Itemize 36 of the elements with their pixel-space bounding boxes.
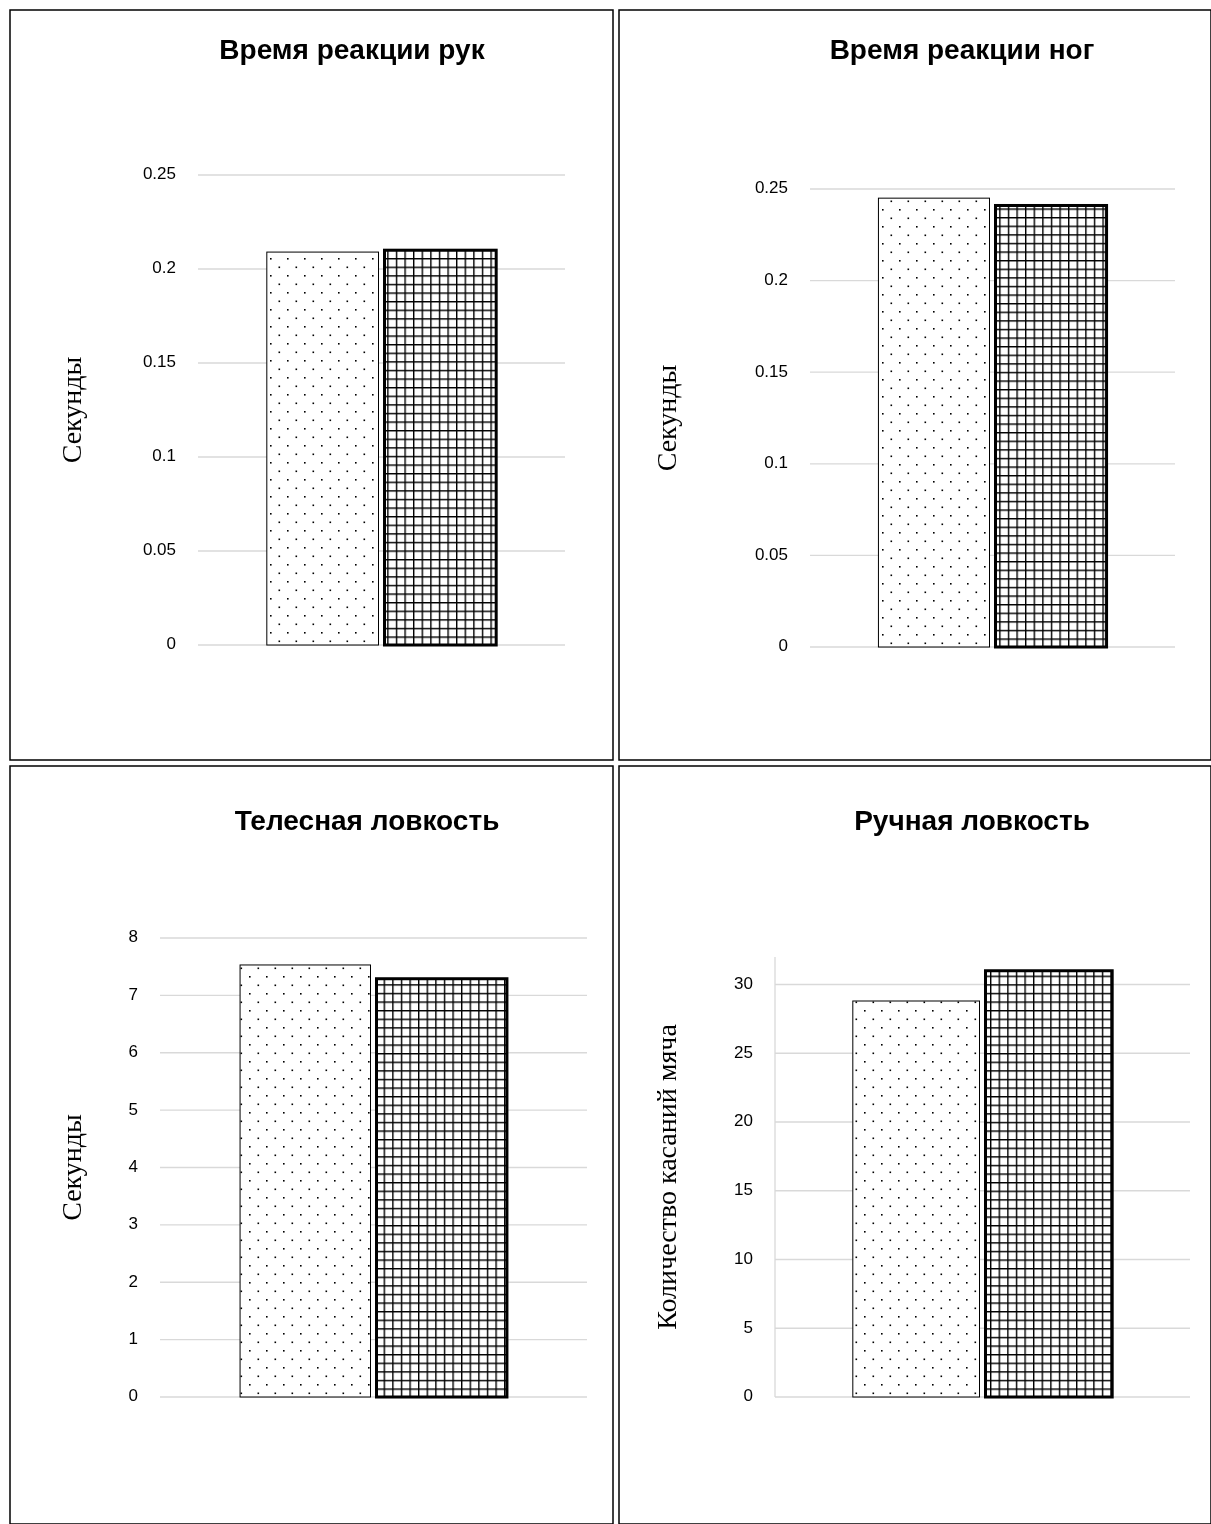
y-tick-label: 0.05 — [754, 544, 788, 564]
y-tick-label: 0.25 — [754, 178, 788, 198]
y-tick-label: 8 — [128, 927, 138, 947]
y-tick-label: 0.1 — [764, 453, 788, 473]
y-axis-title: Секунды — [56, 356, 88, 464]
y-tick-label: 2 — [128, 1271, 138, 1291]
y-tick-label: 7 — [128, 984, 138, 1004]
y-tick-label: 5 — [128, 1099, 138, 1119]
y-tick-label: 0.15 — [754, 361, 788, 381]
y-tick-label: 0.15 — [142, 352, 176, 372]
y-tick-label: 20 — [734, 1111, 753, 1131]
y-tick-label: 0.25 — [142, 164, 176, 184]
y-tick-label: 4 — [128, 1156, 138, 1176]
y-tick-label: 30 — [734, 973, 753, 993]
y-tick-label: 3 — [128, 1214, 138, 1234]
y-tick-label: 6 — [128, 1042, 138, 1062]
y-tick-label: 0 — [778, 636, 788, 656]
y-tick-label: 15 — [734, 1180, 753, 1200]
y-axis-title: Количество касаний мяча — [651, 1023, 683, 1330]
y-tick-label: 0 — [743, 1386, 753, 1406]
y-tick-label: 0 — [166, 634, 176, 654]
chart-title: Время реакции ног — [829, 34, 1095, 66]
chart-title: Ручная ловкость — [854, 805, 1090, 837]
y-axis-title: Секунды — [651, 364, 683, 472]
y-tick-label: 1 — [128, 1329, 138, 1349]
y-axis-title: Секунды — [56, 1113, 88, 1221]
y-tick-label: 10 — [734, 1248, 753, 1268]
chart-title: Телесная ловкость — [234, 805, 500, 837]
y-tick-label: 5 — [743, 1317, 753, 1337]
chart-title: Время реакции рук — [219, 34, 486, 66]
y-tick-label: 0.2 — [764, 270, 788, 290]
y-tick-label: 0 — [128, 1386, 138, 1406]
y-tick-label: 25 — [734, 1042, 753, 1062]
y-tick-label: 0.05 — [142, 540, 176, 560]
y-tick-label: 0.2 — [152, 258, 176, 278]
y-tick-label: 0.1 — [152, 446, 176, 466]
